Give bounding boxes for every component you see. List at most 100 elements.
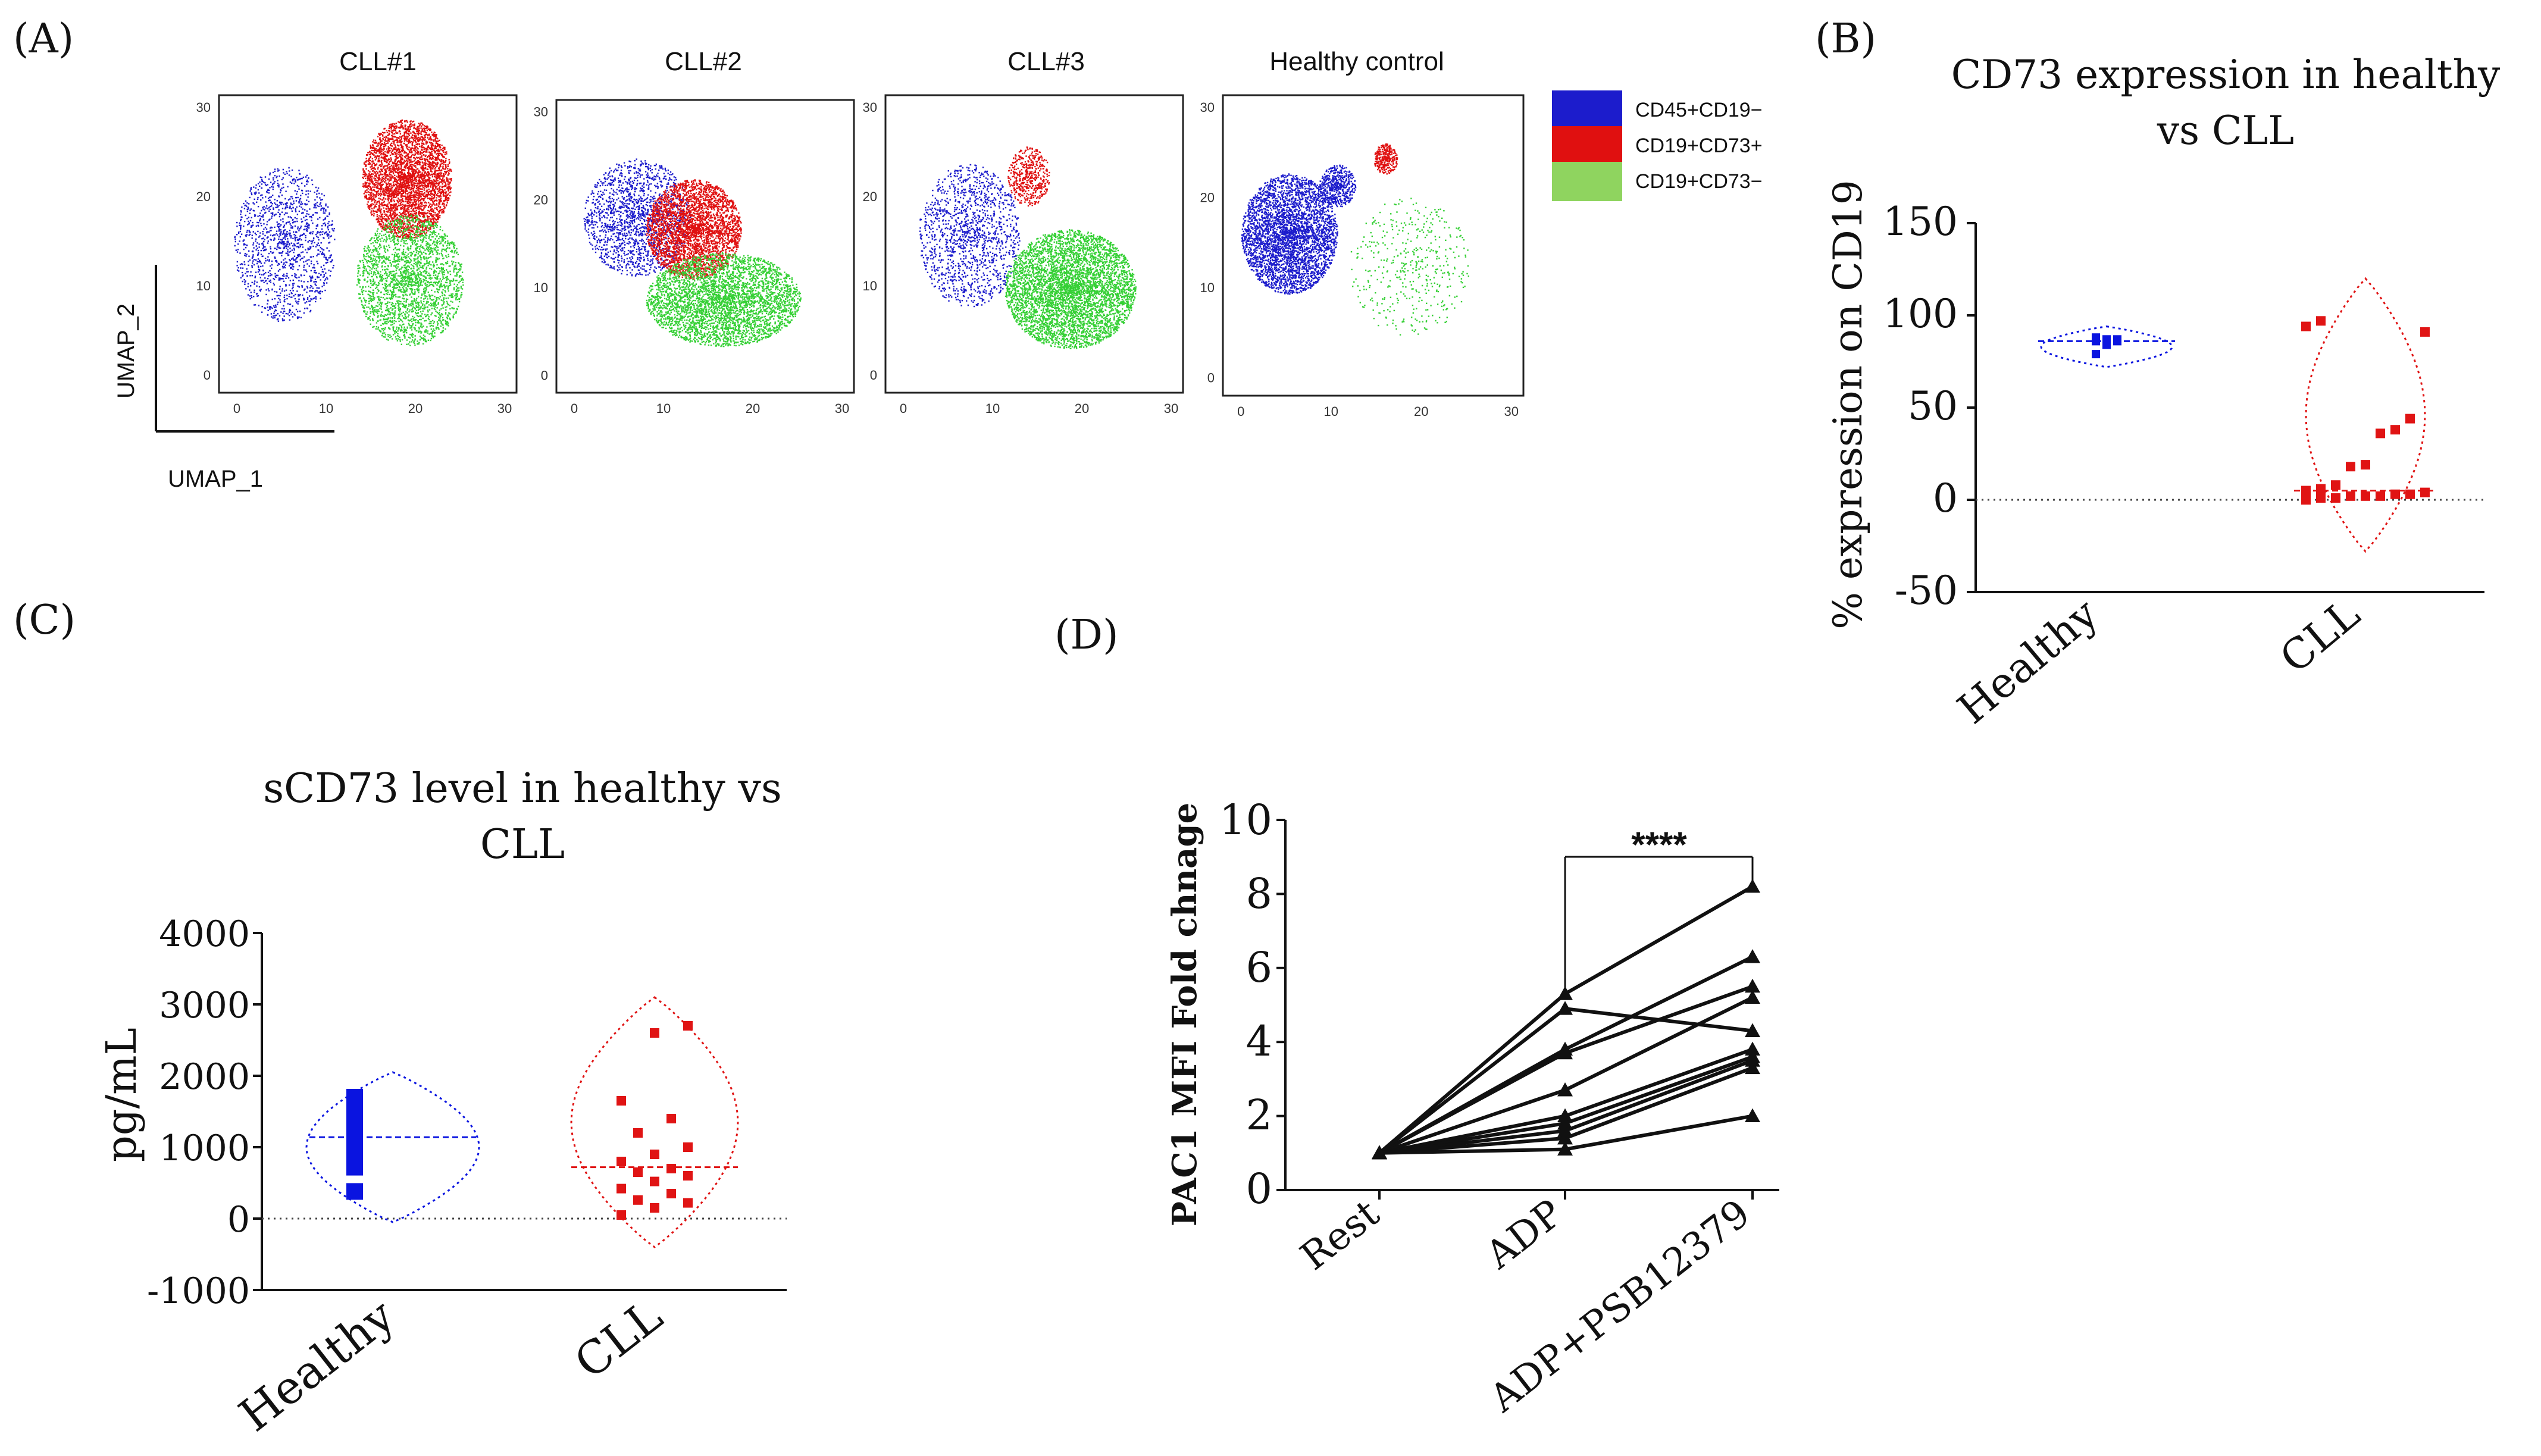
chart-c-point xyxy=(633,1195,643,1205)
chart-d-point xyxy=(1557,1082,1573,1097)
chart-b-xtick-label: Healthy xyxy=(1948,589,2107,734)
chart-c-point xyxy=(683,1142,693,1152)
umap-frame xyxy=(555,99,855,394)
chart-b-point xyxy=(2102,335,2111,344)
umap-ytick-label: 30 xyxy=(1200,100,1215,115)
umap-ytick-label: 20 xyxy=(863,189,877,204)
chart-d-point xyxy=(1372,1145,1387,1160)
umap-points xyxy=(234,119,464,346)
chart-c-point xyxy=(617,1183,626,1194)
chart-d-point xyxy=(1745,978,1760,993)
chart-c-point xyxy=(617,1157,626,1166)
umap-cluster xyxy=(234,167,336,322)
chart-d-point xyxy=(1745,878,1760,893)
umap-ytick-label: 20 xyxy=(196,189,211,204)
chart-c-ytick-label: 4000 xyxy=(159,913,250,955)
umap-ytick-label: 0 xyxy=(870,368,877,383)
umap-title-cll1: CLL#1 xyxy=(339,47,417,76)
legend-swatch-cd73pos xyxy=(1552,126,1622,165)
chart-b-point xyxy=(2092,350,2100,359)
panel-a-label: (A) xyxy=(13,15,74,62)
chart-c-ytick-label: 0 xyxy=(227,1199,250,1241)
umap-frame xyxy=(884,94,1184,394)
chart-c-xtick-label: CLL xyxy=(565,1289,672,1389)
chart-b-point xyxy=(2376,491,2385,501)
chart-b-point xyxy=(2331,493,2340,503)
chart-c-title-line1: sCD73 level in healthy vs xyxy=(263,765,782,812)
chart-d-point xyxy=(1745,1060,1760,1075)
chart-b-marks xyxy=(1967,222,2484,593)
umap-cluster xyxy=(1350,198,1469,336)
chart-b-point xyxy=(2113,335,2121,344)
chart-c-point xyxy=(346,1089,363,1106)
panel-b: (B) CD73 expression in healthy vs CLL % … xyxy=(1815,15,2501,734)
umap-ytick-label: 0 xyxy=(1207,371,1215,386)
chart-c-title-line2: CLL xyxy=(480,821,565,868)
chart-d-marks xyxy=(1276,819,1760,1200)
chart-c-ytick-label: 3000 xyxy=(159,985,250,1026)
umap-ytick-label: 20 xyxy=(534,192,548,207)
panel-c-label: (C) xyxy=(13,597,76,644)
umap-cluster xyxy=(646,179,742,280)
chart-d-point xyxy=(1557,1130,1573,1145)
significance-label: **** xyxy=(1631,825,1687,865)
chart-c-point xyxy=(666,1114,676,1123)
chart-c-point xyxy=(650,1176,659,1186)
chart-c-point xyxy=(683,1198,693,1208)
chart-b-point xyxy=(2420,327,2430,337)
umap-cluster xyxy=(583,158,691,277)
umap-xtick-label: 0 xyxy=(233,401,240,416)
chart-c-ytick-label: 2000 xyxy=(159,1056,250,1098)
umap-cluster xyxy=(919,164,1021,308)
umap-xtick-label: 10 xyxy=(656,401,671,416)
umap-xtick-label: 30 xyxy=(1504,404,1519,419)
umap-cluster xyxy=(1004,229,1137,349)
chart-d-ytick-label: 2 xyxy=(1246,1091,1272,1139)
chart-d-ytick-label: 0 xyxy=(1246,1164,1272,1213)
panel-b-label: (B) xyxy=(1815,15,1876,62)
umap-points xyxy=(1241,143,1469,336)
chart-c-point xyxy=(633,1128,643,1138)
umap-points xyxy=(919,146,1137,349)
umap-xtick-label: 0 xyxy=(571,401,578,416)
chart-c-violin xyxy=(305,1071,480,1223)
chart-d-point xyxy=(1557,1045,1573,1060)
chart-d-ylabel: PAC1 MFI Fold chnage xyxy=(1165,803,1204,1227)
umap-xtick-label: 30 xyxy=(497,401,512,416)
chart-b-point xyxy=(2092,333,2100,342)
chart-b-point xyxy=(2420,487,2430,497)
chart-b-point xyxy=(2301,321,2311,331)
chart-c-ytick-label: 1000 xyxy=(159,1128,250,1169)
chart-d-point xyxy=(1745,1023,1760,1037)
chart-b-ytick-label: -50 xyxy=(1895,568,1958,613)
umap-ytick-label: 10 xyxy=(196,278,211,293)
chart-c-point xyxy=(666,1164,676,1173)
chart-c-ylabel: pg/mL xyxy=(97,1028,146,1162)
chart-c-point xyxy=(617,1210,626,1220)
chart-b-point xyxy=(2316,493,2326,503)
chart-b-point xyxy=(2346,462,2355,472)
umap-points xyxy=(583,158,802,347)
chart-b-point xyxy=(2346,491,2355,501)
chart-d-point xyxy=(1745,949,1760,963)
umap-ytick-label: 30 xyxy=(196,100,211,115)
chart-b-xtick-label: CLL xyxy=(2271,589,2369,682)
chart-b-violin xyxy=(2040,325,2173,368)
chart-b-point xyxy=(2361,491,2370,501)
chart-c-point xyxy=(346,1183,363,1200)
umap-ytick-label: 10 xyxy=(1200,280,1215,295)
chart-b-point xyxy=(2361,460,2370,470)
umap-cluster xyxy=(1374,143,1398,175)
chart-d-xtick-label: ADP xyxy=(1478,1191,1571,1277)
umap-frame xyxy=(218,94,518,394)
umap-title-cll3: CLL#3 xyxy=(1007,47,1085,76)
umap-legend: CD45+CD19− CD19+CD73+ CD19+CD73− xyxy=(1552,90,1763,201)
umap-ytick-label: 0 xyxy=(204,368,211,383)
legend-swatch-cd73neg xyxy=(1552,162,1622,201)
panel-d: (D) PAC1 MFI Fold chnage 0 2 4 6 8 10 Re… xyxy=(1054,612,1779,1421)
umap1-axis-label: UMAP_1 xyxy=(168,466,263,492)
panel-a: (A) CLL#1 CLL#2 CLL#3 Healthy control 00… xyxy=(13,15,1763,492)
chart-b-point xyxy=(2316,484,2326,494)
umap-xtick-label: 0 xyxy=(1237,404,1244,419)
chart-d-point xyxy=(1745,990,1760,1004)
